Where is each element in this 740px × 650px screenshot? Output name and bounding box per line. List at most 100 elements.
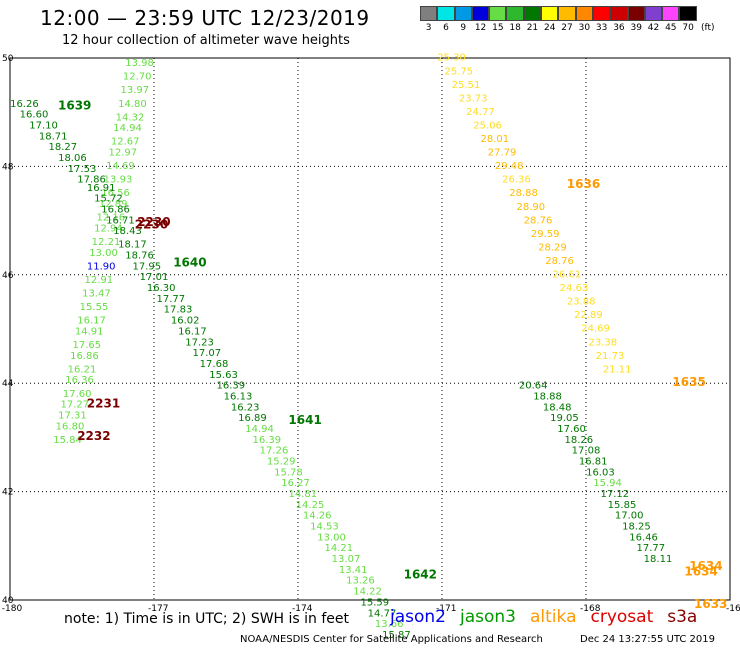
pass-time-label: 1635 xyxy=(672,375,705,389)
wave-height-point: 12.97 xyxy=(108,148,137,159)
wave-height-point: 16.86 xyxy=(70,351,99,362)
wave-height-point: 16.13 xyxy=(224,391,253,402)
wave-height-point: 14.26 xyxy=(303,511,332,522)
colorbar-swatch xyxy=(506,6,524,21)
satellite-legend-item: altika xyxy=(530,607,577,627)
colorbar-label: 39 xyxy=(630,23,642,33)
y-tick-label: 48 xyxy=(2,162,14,172)
wave-height-point: 14.80 xyxy=(118,99,147,110)
x-tick-label: -174 xyxy=(292,604,313,614)
wave-height-point: 18.43 xyxy=(113,226,142,237)
colorbar-swatch xyxy=(610,6,628,21)
page-subtitle: 12 hour collection of altimeter wave hei… xyxy=(62,33,350,48)
wave-height-point: 16.36 xyxy=(65,375,94,386)
wave-height-point: 16.39 xyxy=(216,381,245,392)
wave-height-point: 16.17 xyxy=(178,326,207,337)
wave-height-point: 17.68 xyxy=(200,359,229,370)
wave-height-point: 16.80 xyxy=(56,421,85,432)
colorbar-swatch xyxy=(420,6,438,21)
wave-height-point: 16.02 xyxy=(171,316,200,327)
colorbar-label: 42 xyxy=(647,23,660,33)
wave-height-point: 17.65 xyxy=(72,340,101,351)
wave-height-point: 24.77 xyxy=(466,107,495,118)
wave-height-point: 17.60 xyxy=(557,424,586,435)
pass-time-label: 1639 xyxy=(58,98,91,112)
pass-time-label: 2231 xyxy=(87,397,120,411)
pass-time-label: 2230 xyxy=(135,218,168,232)
pass-time-label: 1634 xyxy=(689,559,722,573)
y-tick-label: 46 xyxy=(2,271,14,281)
colorbar-swatch xyxy=(437,6,455,21)
pass-time-label: 2232 xyxy=(77,429,110,443)
colorbar-swatches xyxy=(420,6,719,21)
wave-height-point: 28.01 xyxy=(480,134,509,145)
wave-height-point: 17.86 xyxy=(77,175,106,186)
wave-height-point: 28.88 xyxy=(509,188,538,199)
pass-time-label: 1634 xyxy=(684,565,717,579)
wave-height-point: 16.17 xyxy=(77,316,106,327)
wave-height-point: 24.63 xyxy=(560,283,589,294)
wave-height-point: 12.16 xyxy=(96,213,125,224)
colorbar-swatch xyxy=(489,6,507,21)
wave-height-point: 13.00 xyxy=(317,532,346,543)
wave-height-point: 18.48 xyxy=(543,402,572,413)
wave-height-point: 16.91 xyxy=(87,183,116,194)
wave-height-point: 16.21 xyxy=(68,364,97,375)
satellite-legend: jason2 jason3 altika cryosat s3a xyxy=(390,607,711,627)
colorbar-label: 6 xyxy=(443,23,449,33)
wave-height-point: 16.03 xyxy=(586,467,615,478)
wave-height-point: 17.95 xyxy=(132,261,161,272)
wave-height-point: 23.73 xyxy=(459,93,488,104)
wave-height-point: 17.07 xyxy=(192,348,221,359)
wave-height-point: 16.23 xyxy=(231,402,260,413)
wave-height-point: 15.72 xyxy=(94,194,123,205)
wave-height-point: 18.27 xyxy=(48,142,77,153)
wave-height-point: 17.60 xyxy=(63,389,92,400)
satellite-legend-item: s3a xyxy=(667,607,698,627)
generated-timestamp: Dec 24 13:27:55 UTC 2019 xyxy=(580,634,715,645)
wave-height-point: 13.47 xyxy=(82,288,111,299)
wave-height-point: 16.60 xyxy=(20,110,49,121)
wave-height-point: 17.77 xyxy=(156,294,185,305)
colorbar-swatch xyxy=(644,6,663,21)
wave-height-point: 28.29 xyxy=(538,242,567,253)
colorbar-swatch xyxy=(662,6,680,21)
wave-height-point: 28.90 xyxy=(516,202,545,213)
wave-height-point: 13.66 xyxy=(375,619,404,630)
wave-height-point: 14.77 xyxy=(368,608,397,619)
pass-time-label: 1641 xyxy=(288,413,321,427)
colorbar-label: 12 xyxy=(474,23,487,33)
wave-height-point: 15.63 xyxy=(209,370,238,381)
wave-height-point: 17.31 xyxy=(58,410,87,421)
wave-height-point: 17.27 xyxy=(60,400,89,411)
colorbar-label: 36 xyxy=(613,23,625,33)
wave-height-point: 13.07 xyxy=(332,554,361,565)
wave-height-point: 22.89 xyxy=(574,310,603,321)
wave-height-point: 28.76 xyxy=(545,256,574,267)
colorbar-label: 15 xyxy=(492,23,504,33)
y-tick-label: 44 xyxy=(2,379,14,389)
wave-height-point: 13.98 xyxy=(125,58,154,69)
wave-height-point: 15.55 xyxy=(80,302,109,313)
wave-height-point: 14.22 xyxy=(353,587,382,598)
wave-height-point: 19.05 xyxy=(550,413,579,424)
colorbar-swatch xyxy=(679,6,697,21)
wave-height-point: 18.25 xyxy=(622,522,651,533)
pass-time-label: 1642 xyxy=(404,567,437,581)
wave-height-point: 17.08 xyxy=(572,446,601,457)
wave-height-point: 15.87 xyxy=(382,630,411,641)
wave-height-point: 14.32 xyxy=(116,112,145,123)
x-tick-label: -16 xyxy=(726,604,740,614)
wave-height-point: 25.06 xyxy=(473,120,502,131)
y-tick-label: 42 xyxy=(2,488,13,498)
page-title: 12:00 — 23:59 UTC 12/23/2019 xyxy=(40,6,370,30)
wave-height-point: 29.59 xyxy=(531,229,560,240)
wave-height-point: 16.39 xyxy=(252,435,281,446)
satellite-legend-item: cryosat xyxy=(590,607,654,627)
colorbar-swatch xyxy=(575,6,593,21)
colorbar-label: 9 xyxy=(460,23,467,33)
colorbar-swatch xyxy=(523,6,542,21)
wave-height-point: 15.94 xyxy=(593,478,622,489)
x-tick-label: -168 xyxy=(580,604,601,614)
